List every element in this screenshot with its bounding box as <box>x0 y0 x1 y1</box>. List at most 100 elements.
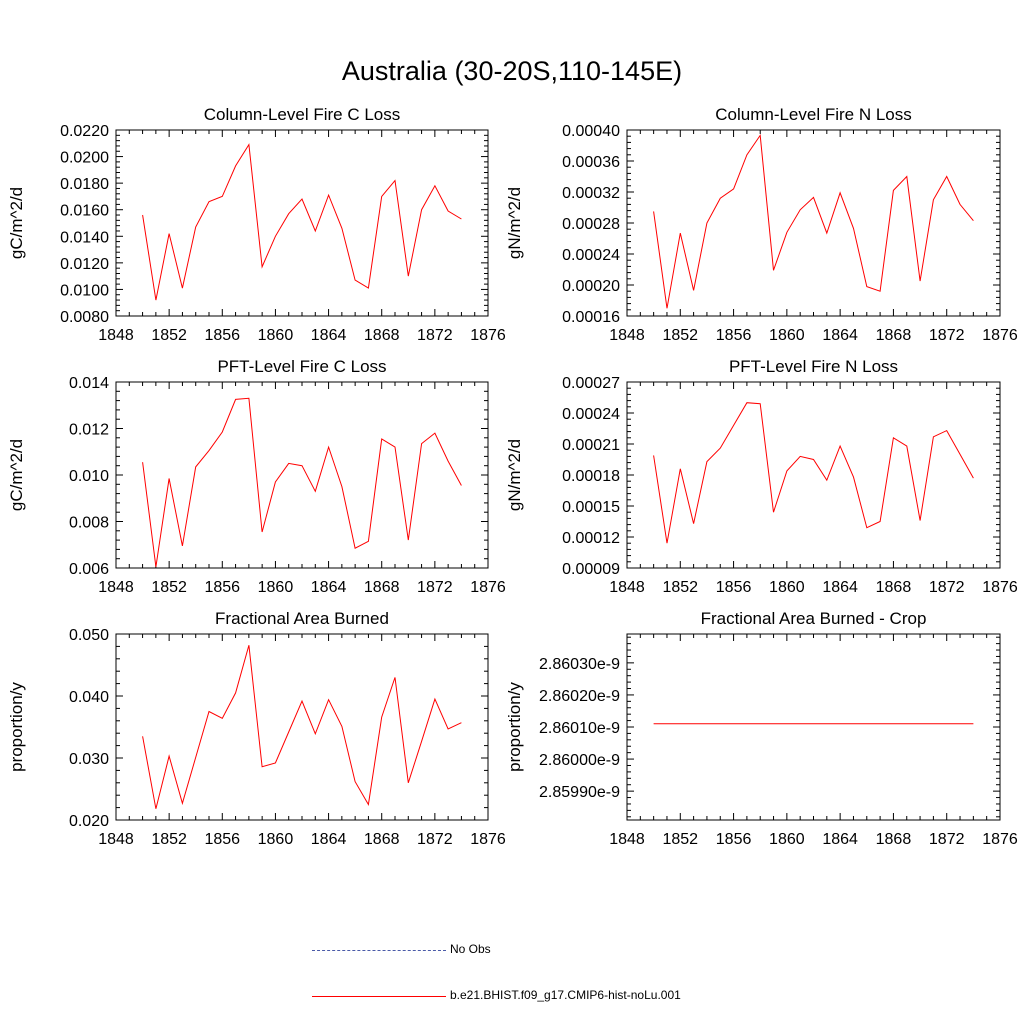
x-tick-label: 1856 <box>204 327 240 344</box>
y-tick-label: 0.030 <box>69 751 109 768</box>
x-tick-label: 1848 <box>609 831 645 848</box>
x-tick-label: 1868 <box>364 831 400 848</box>
y-tick-label: 0.00016 <box>562 309 620 326</box>
y-tick-label: 0.0200 <box>60 150 109 167</box>
legend-label-obs: No Obs <box>450 942 491 956</box>
x-tick-label: 1876 <box>982 579 1018 596</box>
y-tick-label: 0.0180 <box>60 176 109 193</box>
x-tick-label: 1852 <box>151 327 187 344</box>
x-tick-label: 1864 <box>822 579 858 596</box>
y-tick-label: 2.86020e-9 <box>539 688 620 705</box>
plot-frame <box>626 381 1001 569</box>
y-axis-label: proportion/y <box>505 682 524 772</box>
x-tick-label: 1860 <box>769 579 805 596</box>
panel-title: Column-Level Fire N Loss <box>715 105 912 124</box>
x-tick-label: 1848 <box>609 579 645 596</box>
series-line <box>142 397 462 567</box>
series-line <box>653 402 974 544</box>
x-tick-label: 1852 <box>662 831 698 848</box>
x-tick-label: 1876 <box>982 327 1018 344</box>
y-tick-label: 0.00032 <box>562 185 620 202</box>
plot-frame <box>626 633 1001 821</box>
x-tick-label: 1860 <box>258 327 294 344</box>
x-tick-label: 1860 <box>258 579 294 596</box>
plot-frame <box>115 633 489 821</box>
y-tick-label: 0.0220 <box>60 123 109 140</box>
x-tick-label: 1876 <box>470 579 506 596</box>
x-tick-label: 1872 <box>417 579 453 596</box>
x-tick-label: 1860 <box>769 831 805 848</box>
x-tick-label: 1852 <box>151 579 187 596</box>
y-tick-label: 2.86030e-9 <box>539 656 620 673</box>
panel-title: PFT-Level Fire C Loss <box>217 357 386 376</box>
y-tick-label: 2.85990e-9 <box>539 784 620 801</box>
y-tick-label: 0.0160 <box>60 203 109 220</box>
y-tick-label: 0.020 <box>69 813 109 830</box>
panel-title: Column-Level Fire C Loss <box>204 105 401 124</box>
legend-solid-line <box>312 996 446 997</box>
y-tick-label: 0.006 <box>69 561 109 578</box>
x-tick-label: 1868 <box>876 579 912 596</box>
x-tick-label: 1856 <box>716 579 752 596</box>
y-tick-label: 0.00028 <box>562 216 620 233</box>
y-tick-label: 0.00015 <box>562 499 620 516</box>
y-axis-label: gN/m^2/d <box>505 187 524 259</box>
y-tick-label: 0.00009 <box>562 561 620 578</box>
chart-panel-3: 1848 1852 1856 1860 1864 1868 1872 1876 0.006 0.0… <box>7 357 506 596</box>
y-tick-label: 0.008 <box>69 515 109 532</box>
y-axis-label: proportion/y <box>7 682 26 772</box>
y-tick-label: 0.010 <box>69 468 109 485</box>
plot-frame <box>115 381 489 569</box>
x-tick-label: 1868 <box>364 327 400 344</box>
x-tick-label: 1860 <box>769 327 805 344</box>
panel-title: PFT-Level Fire N Loss <box>729 357 898 376</box>
x-tick-label: 1876 <box>982 831 1018 848</box>
y-tick-label: 2.86010e-9 <box>539 720 620 737</box>
y-tick-label: 0.0120 <box>60 256 109 273</box>
x-tick-label: 1868 <box>364 579 400 596</box>
y-tick-label: 0.0080 <box>60 309 109 326</box>
x-tick-label: 1872 <box>929 831 965 848</box>
y-tick-label: 0.00040 <box>562 123 620 140</box>
x-tick-label: 1852 <box>151 831 187 848</box>
chart-panel-2: 1848 1852 1856 1860 1864 1868 1872 1876 0.00016 0… <box>505 105 1018 344</box>
x-tick-label: 1852 <box>662 579 698 596</box>
plot-frame <box>626 129 1001 317</box>
x-tick-label: 1848 <box>609 327 645 344</box>
legend-dashed-line <box>312 950 446 951</box>
y-tick-label: 0.00021 <box>562 437 620 454</box>
series-line <box>142 143 462 301</box>
x-tick-label: 1876 <box>470 327 506 344</box>
chart-panel-1: 1848 1852 1856 1860 1864 1868 1872 1876 0.0080 0.… <box>7 105 506 344</box>
y-tick-label: 0.00018 <box>562 468 620 485</box>
x-tick-label: 1856 <box>204 579 240 596</box>
x-tick-label: 1872 <box>929 579 965 596</box>
x-tick-label: 1864 <box>822 831 858 848</box>
y-tick-label: 0.0140 <box>60 229 109 246</box>
plot-frame <box>115 129 489 317</box>
x-tick-label: 1868 <box>876 327 912 344</box>
series-line <box>142 645 462 809</box>
chart-panel-6: 1848 1852 1856 1860 1864 1868 1872 1876 2.85990e… <box>505 609 1018 848</box>
y-axis-label: gC/m^2/d <box>7 439 26 511</box>
chart-panel-5: 1848 1852 1856 1860 1864 1868 1872 1876 0.020 0.0… <box>7 609 506 848</box>
x-tick-label: 1872 <box>417 831 453 848</box>
x-tick-label: 1864 <box>311 831 347 848</box>
y-axis-label: gN/m^2/d <box>505 439 524 511</box>
x-tick-label: 1864 <box>311 579 347 596</box>
y-tick-label: 0.00024 <box>562 247 620 264</box>
y-tick-label: 0.00036 <box>562 154 620 171</box>
series-line <box>653 133 974 309</box>
y-tick-label: 0.014 <box>69 375 109 392</box>
x-tick-label: 1860 <box>258 831 294 848</box>
x-tick-label: 1848 <box>98 579 134 596</box>
x-tick-label: 1872 <box>417 327 453 344</box>
x-tick-label: 1856 <box>204 831 240 848</box>
x-tick-label: 1848 <box>98 327 134 344</box>
y-tick-label: 0.050 <box>69 627 109 644</box>
y-tick-label: 0.00024 <box>562 406 620 423</box>
y-axis-label: gC/m^2/d <box>7 187 26 259</box>
figure-title: Australia (30-20S,110-145E) <box>341 56 683 86</box>
y-tick-label: 0.040 <box>69 689 109 706</box>
